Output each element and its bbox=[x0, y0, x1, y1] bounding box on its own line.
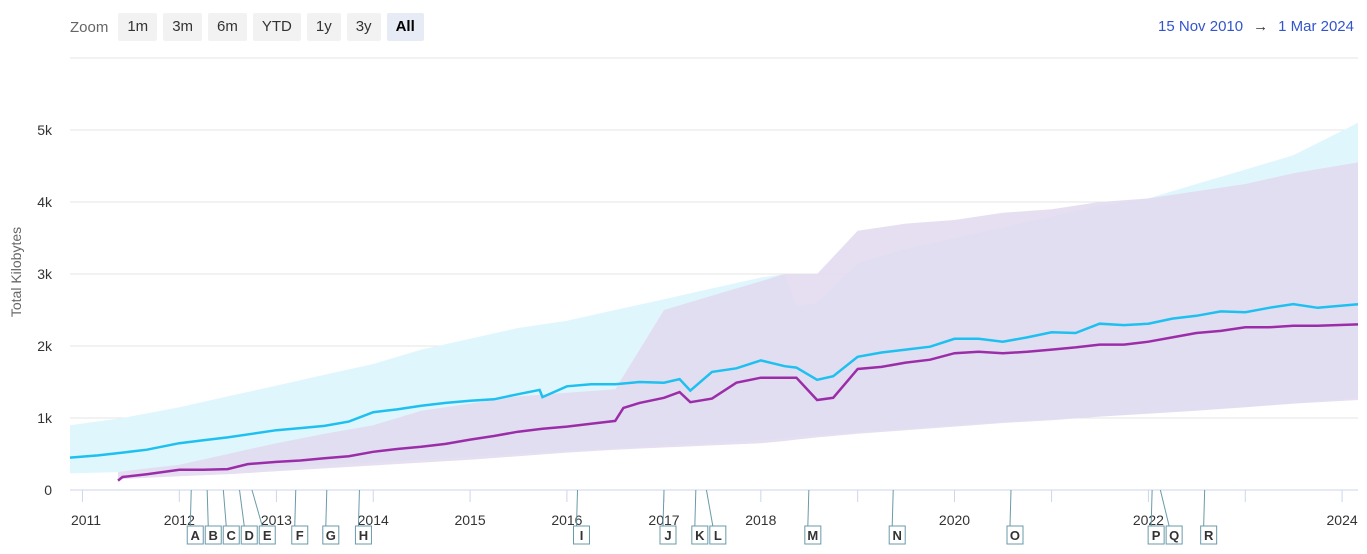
series-2-line bbox=[117, 323, 1359, 482]
flag-box bbox=[258, 525, 276, 545]
x-tick-label: 2012 bbox=[164, 512, 195, 528]
x-tick-label: 2016 bbox=[551, 512, 582, 528]
flag-pole bbox=[807, 489, 810, 527]
range-arrow: → bbox=[1253, 18, 1269, 35]
flag-label: M bbox=[807, 528, 818, 543]
zoom-1y-button[interactable]: 1y bbox=[306, 13, 341, 41]
range-from[interactable]: 15 Nov 2010 bbox=[1158, 18, 1244, 35]
flag-box bbox=[354, 525, 372, 545]
flag-pole bbox=[239, 489, 245, 527]
flag-label: I bbox=[580, 528, 584, 543]
series-1-line bbox=[69, 302, 1359, 459]
zoom-6m-button[interactable]: 6m bbox=[208, 13, 247, 41]
zoom-3y-button[interactable]: 3y bbox=[346, 13, 381, 41]
y-tick-label: 4k bbox=[37, 194, 53, 210]
x-tick-label: 2015 bbox=[454, 512, 485, 528]
flag-box bbox=[222, 525, 240, 545]
date-range: 15 Nov 2010 → 1 Mar 2024 bbox=[1158, 18, 1354, 35]
flag-box bbox=[691, 525, 709, 545]
flag-box bbox=[1147, 525, 1165, 545]
x-tick-label: 2024 bbox=[1327, 512, 1358, 528]
flag-pole bbox=[891, 489, 894, 527]
flag-pole bbox=[662, 489, 665, 527]
flag-pole bbox=[1009, 489, 1012, 527]
x-tick-label: 2020 bbox=[939, 512, 970, 528]
flag-pole bbox=[222, 489, 227, 527]
flag-label: F bbox=[296, 528, 304, 543]
flag-label: C bbox=[227, 528, 237, 543]
range-to[interactable]: 1 Mar 2024 bbox=[1278, 18, 1354, 35]
flag-box bbox=[1006, 525, 1024, 545]
y-tick-label: 0 bbox=[44, 482, 52, 498]
y-tick-label: 2k bbox=[37, 338, 53, 354]
flag-label: J bbox=[664, 528, 671, 543]
flag-pole bbox=[189, 489, 192, 527]
x-tick-label: 2014 bbox=[358, 512, 389, 528]
flag-box bbox=[186, 525, 204, 545]
flag-box bbox=[659, 525, 677, 545]
flag-pole bbox=[357, 489, 360, 527]
flag-box bbox=[322, 525, 340, 545]
flag-box bbox=[709, 525, 727, 545]
flag-pole bbox=[694, 489, 697, 527]
flag-box bbox=[804, 525, 822, 545]
flag-box bbox=[1200, 525, 1218, 545]
x-tick-label: 2022 bbox=[1133, 512, 1164, 528]
flag-label: Q bbox=[1169, 528, 1179, 543]
y-axis-title: Total Kilobytes bbox=[8, 227, 24, 317]
x-tick-label: 2018 bbox=[745, 512, 776, 528]
flag-label: E bbox=[263, 528, 272, 543]
series-2-range-band bbox=[118, 162, 1358, 480]
flag-label: G bbox=[326, 528, 336, 543]
flag-box bbox=[204, 525, 222, 545]
flag-box bbox=[573, 525, 591, 545]
flag-box bbox=[291, 525, 309, 545]
y-tick-label: 1k bbox=[37, 410, 53, 426]
flag-pole bbox=[1159, 489, 1170, 527]
x-tick-label: 2017 bbox=[648, 512, 679, 528]
zoom-bar: Zoom 1m 3m 6m YTD 1y 3y All bbox=[70, 13, 424, 41]
flag-label: D bbox=[245, 528, 254, 543]
zoom-1m-button[interactable]: 1m bbox=[118, 13, 158, 41]
flag-label: H bbox=[359, 528, 368, 543]
flag-pole bbox=[294, 489, 297, 527]
x-tick-label: 2011 bbox=[71, 512, 101, 528]
flag-box bbox=[240, 525, 258, 545]
flag-label: P bbox=[1152, 528, 1161, 543]
y-tick-label: 5k bbox=[37, 122, 53, 138]
y-tick-label: 3k bbox=[37, 266, 53, 282]
flag-label: R bbox=[1204, 528, 1214, 543]
flag-label: B bbox=[209, 528, 218, 543]
flag-label: O bbox=[1010, 528, 1020, 543]
x-tick-label: 2013 bbox=[261, 512, 292, 528]
flag-pole bbox=[1203, 489, 1206, 527]
flag-pole bbox=[251, 489, 263, 527]
flag-pole bbox=[576, 489, 579, 527]
flag-pole bbox=[1150, 489, 1153, 527]
flag-label: N bbox=[893, 528, 902, 543]
flag-pole bbox=[206, 489, 209, 527]
zoom-ytd-button[interactable]: YTD bbox=[252, 13, 301, 41]
zoom-all-button[interactable]: All bbox=[386, 13, 424, 41]
flag-box bbox=[888, 525, 906, 545]
flag-label: L bbox=[714, 528, 722, 543]
zoom-3m-button[interactable]: 3m bbox=[163, 13, 203, 41]
flag-pole bbox=[325, 489, 328, 527]
flag-label: K bbox=[695, 528, 705, 543]
flag-pole bbox=[705, 489, 714, 527]
zoom-label: Zoom bbox=[70, 18, 109, 36]
flag-box bbox=[1165, 525, 1183, 545]
flag-label: A bbox=[191, 528, 201, 543]
